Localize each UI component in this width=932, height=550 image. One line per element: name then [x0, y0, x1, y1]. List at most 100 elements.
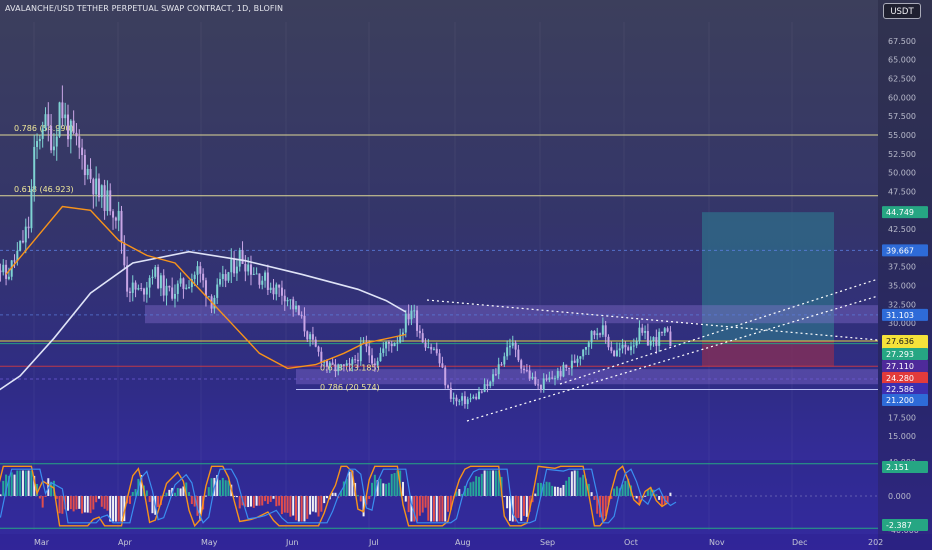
candle-body [289, 299, 292, 301]
candle-body [157, 267, 160, 289]
indicator-bar [255, 496, 258, 506]
candle-body [407, 313, 410, 320]
candle-body [413, 310, 416, 312]
indicator-bar [607, 496, 610, 505]
indicator-badge-text: 2.151 [886, 463, 909, 472]
price-badge-text: 31.103 [886, 311, 914, 320]
candle-body [168, 285, 171, 288]
indicator-bar [393, 473, 396, 496]
indicator-bar [134, 489, 137, 496]
indicator-bar [590, 492, 593, 496]
indicator-bar [190, 496, 193, 505]
indicator-bar [128, 496, 131, 504]
candle-body [328, 362, 331, 367]
candle-body [123, 242, 126, 266]
indicator-bar [297, 496, 300, 522]
indicator-badge [882, 519, 928, 531]
indicator-bar [112, 496, 115, 522]
candle-body [159, 275, 162, 289]
candle-body [27, 226, 30, 229]
price-scale-label: 30.000 [888, 319, 916, 328]
candle-body [137, 288, 140, 290]
candle-body [587, 342, 590, 348]
indicator-bar [492, 470, 495, 496]
candle-body [610, 347, 613, 351]
indicator-bar [548, 482, 551, 496]
currency-button[interactable]: USDT [883, 3, 921, 19]
candle-body [601, 325, 604, 335]
candle-body [89, 168, 92, 180]
indicator-bar [362, 496, 365, 517]
indicator-bar [658, 496, 661, 500]
candle-body [579, 356, 582, 359]
candle-body [50, 125, 53, 151]
indicator-bar [444, 496, 447, 522]
indicator-bar [644, 495, 647, 497]
candle-body [126, 265, 129, 292]
indicator-bar [311, 496, 314, 512]
price-badge-text: 27.110 [886, 362, 914, 371]
take-profit-zone[interactable] [702, 212, 834, 342]
candle-body [520, 360, 523, 369]
price-scale-label: 50.000 [888, 169, 916, 178]
indicator-bar [489, 470, 492, 496]
candle-body [69, 120, 72, 140]
indicator-bar [365, 496, 368, 505]
candle-body [202, 273, 205, 281]
candle-body [340, 364, 343, 366]
candle-body [441, 363, 444, 368]
candle-body [148, 277, 151, 288]
indicator-bar [660, 496, 663, 506]
price-scale-label: 42.500 [888, 225, 916, 234]
stop-loss-zone[interactable] [702, 341, 834, 367]
indicator-bar [30, 470, 33, 496]
indicator-bar [385, 483, 388, 496]
candle-body [486, 384, 489, 387]
candle-body [143, 288, 146, 295]
indicator-bar [435, 496, 438, 522]
indicator-bar [514, 496, 517, 522]
candle-body [517, 349, 520, 361]
candle-body [368, 346, 371, 356]
candle-body [325, 360, 328, 367]
oscillator-signal-line [0, 468, 677, 524]
candle-body [95, 178, 98, 195]
candle-body [528, 370, 531, 379]
candle-body [477, 391, 480, 399]
candle-body [75, 132, 78, 137]
price-badge-text: 22.586 [886, 385, 914, 394]
candle-body [255, 273, 258, 275]
indicator-bar [511, 496, 514, 522]
indicator-bar [621, 484, 624, 496]
indicator-bar [539, 482, 542, 496]
candle-body [61, 102, 64, 119]
candle-body [556, 371, 559, 379]
candle-body [494, 374, 497, 376]
candle-body [55, 136, 58, 147]
candle-body [86, 168, 89, 176]
indicator-bar [469, 482, 472, 496]
indicator-bar [131, 491, 134, 496]
candle-body [396, 342, 399, 344]
indicator-bar [264, 496, 267, 502]
candle-body [444, 367, 447, 386]
price-scale-label: 15.000 [888, 432, 916, 441]
indicator-bar [249, 496, 252, 507]
candle-body [47, 114, 50, 126]
indicator-bar [382, 483, 385, 496]
candle-body [401, 332, 404, 335]
candle-body [249, 264, 252, 275]
candle-body [548, 377, 551, 380]
price-scale-label: 32.500 [888, 300, 916, 309]
candle-body [109, 190, 112, 212]
candle-body [582, 349, 585, 357]
price-scale-panel [878, 0, 932, 550]
candle-body [64, 114, 67, 119]
indicator-bar [534, 493, 537, 496]
indicator-bar [570, 471, 573, 496]
price-scale-label: 17.500 [888, 413, 916, 422]
candle-body [83, 155, 86, 176]
indicator-bar [269, 496, 272, 502]
